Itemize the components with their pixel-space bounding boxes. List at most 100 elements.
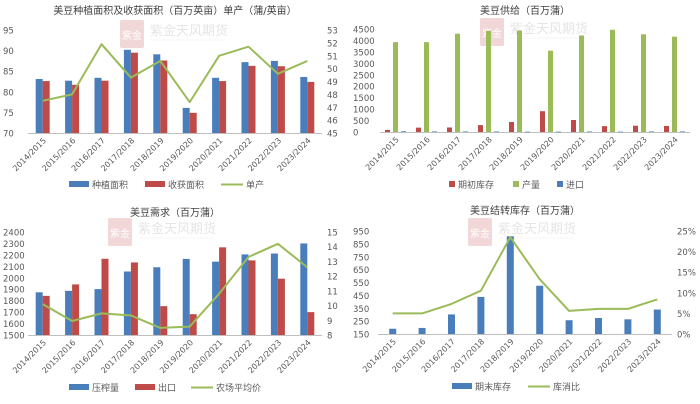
watermark: 紫金 紫金天风期货 — [120, 20, 228, 48]
bar-期末库存 — [448, 314, 455, 334]
y-tick-label: 3000 — [353, 60, 375, 70]
y2-tick-label: 5% — [677, 310, 691, 320]
chart-title: 美豆结转库存（百万蒲） — [470, 204, 580, 217]
chart-demand: 紫金 紫金天风期货 美豆需求（百万蒲） 1500 1600 1700 1800 1900 200… — [0, 200, 350, 400]
bar-期初库存 — [385, 129, 390, 132]
legend: 期初库存 产量 进口 — [449, 179, 584, 191]
watermark-seal-text: 紫金 — [110, 227, 130, 240]
bar-期初库存 — [416, 127, 421, 132]
y-tick-label: 70 — [3, 130, 14, 140]
y-tick-label: 650 — [353, 266, 369, 276]
bar-期末库存 — [565, 320, 573, 334]
bar-期初库存 — [633, 125, 638, 132]
bar-期初库存 — [447, 127, 452, 132]
y-tick-label: 80 — [3, 88, 14, 98]
bar-种植面积 — [300, 76, 308, 133]
legend-swatch-icon — [452, 383, 472, 389]
watermark-seal-text: 紫金 — [482, 27, 502, 40]
y-tick-label: 1600 — [3, 320, 25, 330]
chart-title: 美豆需求（百万蒲） — [130, 206, 220, 219]
legend-swatch-icon — [513, 181, 519, 187]
legend-label: 收获面积 — [168, 179, 204, 191]
y2-tick-label: 51 — [327, 52, 338, 62]
y-tick-label: 2200 — [3, 251, 25, 261]
y2-tick-label: 48 — [327, 91, 338, 101]
y-tick-label: 850 — [353, 240, 369, 250]
bar-种植面积 — [65, 80, 73, 133]
legend-item: 种植面积 — [69, 179, 128, 191]
legend-label: 种植面积 — [92, 179, 128, 191]
bar-种植面积 — [94, 77, 102, 133]
bar-收获面积 — [219, 81, 227, 133]
legend-label: 产量 — [522, 179, 540, 191]
bar-进口 — [680, 131, 685, 133]
y2-tick-label: 0% — [677, 331, 691, 341]
line-库消比 — [392, 236, 658, 315]
y-tick-label: 75 — [3, 109, 14, 119]
legend-item: 压榨量 — [69, 382, 119, 394]
bar-压榨量 — [123, 271, 131, 335]
bar-期末库存 — [506, 236, 514, 334]
y-tick-label: 1900 — [3, 286, 25, 296]
bar-压榨量 — [182, 258, 190, 335]
chart-supply: 紫金 紫金天风期货 美豆供给（百万蒲） 0 500 1000 1500 2000 2500 300… — [350, 0, 700, 200]
legend: 种植面积 收获面积 单产 — [69, 179, 264, 191]
bar-压榨量 — [300, 243, 308, 335]
chart-area-yield: 紫金 紫金天风期货 美豆种植面积及收获面积（百万英亩）单产（蒲/英亩） 70 75 80 8… — [0, 0, 350, 200]
bar-产量 — [517, 30, 522, 132]
legend-swatch-icon — [69, 181, 89, 187]
y2-tick-label: 12 — [327, 273, 338, 283]
chart-title: 美豆种植面积及收获面积（百万英亩）单产（蒲/英亩） — [53, 4, 296, 17]
bar-收获面积 — [277, 66, 285, 133]
legend-item: 期初库存 — [449, 179, 494, 191]
bar-出口 — [101, 258, 109, 335]
legend: 期末库存 库消比 — [452, 381, 580, 393]
legend-swatch-icon — [69, 384, 89, 390]
y2-tick-label: 50 — [327, 65, 338, 75]
y-tick-label: 2100 — [3, 263, 25, 273]
bar-收获面积 — [42, 81, 50, 133]
y-tick-label: 4500 — [353, 26, 375, 36]
bar-收获面积 — [72, 84, 80, 133]
bar-产量 — [610, 29, 615, 133]
bar-出口 — [307, 312, 315, 335]
y-tick-label: 85 — [3, 68, 14, 78]
legend-label: 农场平均价 — [216, 382, 261, 394]
bar-收获面积 — [160, 60, 168, 133]
legend-label: 期末库存 — [475, 381, 511, 393]
legend-swatch-icon — [135, 384, 155, 390]
bar-产量 — [486, 31, 491, 133]
bar-产量 — [548, 50, 553, 132]
chart-carryover-svg: 紫金 紫金天风期货美豆结转库存（百万蒲）150250350450550650750… — [353, 204, 696, 393]
y-tick-label: 1000 — [353, 106, 375, 116]
legend-item: 库消比 — [528, 381, 580, 393]
bar-出口 — [219, 247, 227, 335]
watermark-seal-icon — [108, 218, 132, 246]
bar-期末库存 — [653, 309, 661, 334]
bar-压榨量 — [153, 267, 161, 335]
y-tick-label: 500 — [353, 117, 369, 127]
bar-期初库存 — [571, 119, 576, 132]
bar-产量 — [672, 36, 677, 132]
legend-label: 进口 — [566, 180, 584, 191]
bar-收获面积 — [130, 52, 138, 133]
y-tick-label: 250 — [353, 318, 369, 328]
bar-种植面积 — [270, 60, 278, 133]
bar-压榨量 — [270, 253, 278, 335]
y-tick-label: 150 — [353, 331, 369, 341]
legend-label: 单产 — [246, 179, 264, 191]
bar-收获面积 — [101, 80, 109, 133]
bar-收获面积 — [248, 65, 256, 133]
legend-swatch-icon — [449, 181, 455, 187]
y2-tick-label: 15% — [677, 269, 696, 279]
bar-期末库存 — [418, 327, 426, 334]
y2-tick-label: 25% — [677, 228, 696, 238]
y2-tick-label: 53 — [327, 27, 338, 37]
watermark: 紫金 紫金天风期货 — [108, 218, 216, 246]
chart-title: 美豆供给（百万蒲） — [480, 4, 570, 17]
y-tick-label: 2000 — [353, 83, 375, 93]
y2-tick-label: 9 — [327, 317, 332, 327]
y-tick-label: 1800 — [3, 297, 25, 307]
chart-supply-svg: 紫金 紫金天风期货美豆供给（百万蒲）05001000150020002500300… — [353, 4, 690, 191]
